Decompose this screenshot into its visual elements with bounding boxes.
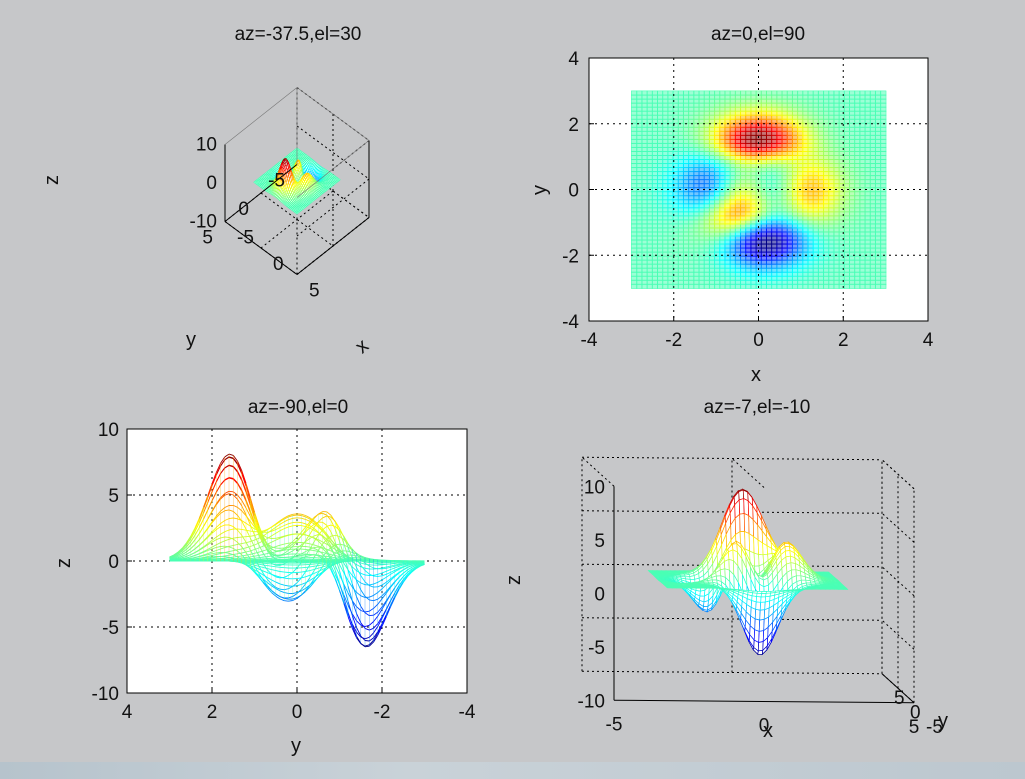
view1-x-axis-label: x: [351, 335, 373, 358]
view1-box-edge: [296, 217, 370, 275]
view2-mesh-cell: [848, 90, 856, 96]
view1-z-tick-label: 0: [206, 173, 217, 194]
view1-x-tick-label: 0: [273, 254, 284, 275]
view2-mesh-cell: [693, 90, 700, 96]
view2-mesh-cell: [708, 90, 716, 96]
view2-x-tick-label: 0: [753, 330, 764, 351]
view3-mesh-line: [305, 566, 310, 568]
view2-mesh-cell: [657, 90, 664, 96]
view2-mesh-cell: [677, 90, 684, 96]
view2-mesh-cell: [771, 90, 778, 96]
view2-mesh-cell: [734, 90, 742, 96]
view2-mesh-cell: [740, 90, 747, 96]
view2-mesh-cell: [651, 90, 659, 96]
view2-mesh-cell: [781, 90, 788, 96]
view3-mesh-line: [377, 575, 383, 577]
view2-mesh-cell: [636, 90, 643, 96]
view2-mesh-cell: [641, 90, 648, 96]
view3-mesh-line: [373, 558, 378, 561]
view2-x-axis-label: x: [751, 364, 761, 386]
view3-mesh-line: [275, 566, 281, 568]
view2-mesh-cell: [765, 90, 773, 96]
view2-mesh-cell: [807, 90, 814, 96]
view2-x-tick-label: 2: [838, 330, 849, 351]
view2-mesh-cell: [797, 90, 804, 96]
view1-y-tick-label: 0: [238, 199, 249, 220]
view2-mesh-cell: [786, 90, 793, 96]
view1-title: az=-37.5,el=30: [235, 24, 362, 45]
view1-mesh-face: [337, 178, 341, 182]
view3-mesh-line: [279, 576, 285, 579]
view2-mesh-cell: [812, 90, 819, 96]
view2-mesh-cell: [776, 90, 783, 96]
view2-mesh-cell: [869, 90, 876, 96]
view2-y-tick-label: -4: [562, 312, 579, 333]
view2-mesh-cell: [667, 90, 674, 96]
view3-mesh-line: [271, 565, 276, 568]
subplot-az0-el90: -4 -2 0 2 4 -4 -2 0 2 4 az=0,el=90 x y: [529, 24, 934, 386]
view2-mesh-cell: [729, 90, 736, 96]
view1-x-tick-label: 5: [309, 281, 320, 302]
view1-y-axis-label: y: [186, 329, 196, 351]
view2-mesh-cell: [828, 90, 835, 96]
view3-mesh-line: [284, 577, 289, 580]
view2-mesh-cell: [833, 90, 840, 96]
view2-mesh-cell: [874, 90, 882, 96]
view2-mesh-cell: [791, 90, 799, 96]
view2-x-tick-label: -4: [581, 330, 598, 351]
view2-y-tick-label: 4: [568, 49, 579, 70]
view1-box-edge: [224, 87, 298, 145]
view3-mesh-line: [381, 567, 387, 570]
view2-mesh-cell: [760, 90, 767, 96]
view3-mesh-line: [267, 565, 272, 567]
view1-y-tick-label: 5: [202, 228, 213, 249]
view2-mesh-cell: [698, 90, 705, 96]
view1-x-tick-label: -5: [237, 228, 254, 249]
view3-mesh-line: [207, 556, 213, 558]
view3-mesh-line: [309, 565, 315, 568]
view1-box-edge: [224, 221, 298, 275]
view2-mesh-cell: [817, 90, 825, 96]
view2-mesh-cell: [802, 90, 809, 96]
view1-y-tick-label: -5: [268, 171, 285, 192]
view2-mesh-cell: [854, 90, 861, 96]
view2-y-tick-label: 0: [568, 181, 579, 202]
view2-mesh-cell: [646, 90, 653, 96]
view2-mesh-cell: [719, 90, 726, 96]
view2-mesh-cell: [703, 90, 710, 96]
view3-mesh-line: [284, 600, 289, 602]
view1-z-tick-label: 10: [196, 135, 217, 156]
view3-mesh-line: [279, 588, 285, 591]
view1-z-axis-label: z: [41, 175, 63, 185]
view2-mesh-cell: [823, 90, 830, 96]
view2-mesh-cell: [688, 90, 695, 96]
view2-mesh-cell: [714, 90, 721, 96]
view2-mesh-cell: [880, 90, 887, 96]
view2-y-axis-label: y: [529, 185, 551, 195]
view2-y-tick-label: 2: [568, 115, 579, 136]
view2-mesh-cell: [662, 90, 669, 96]
view2-mesh-cell: [859, 90, 866, 96]
view1-gridline-zy1: [296, 178, 370, 237]
view1-box-edge: [296, 87, 370, 141]
view2-title: az=0,el=90: [711, 24, 805, 45]
view3-mesh-line: [279, 571, 285, 573]
view2-mesh-cell: [750, 90, 757, 96]
view2-x-tick-label: 4: [923, 330, 934, 351]
view2-mesh-cell: [745, 90, 752, 96]
view2-x-tick-label: -2: [665, 330, 682, 351]
view2-mesh-cell: [682, 90, 690, 96]
view2-mesh-cell: [864, 90, 871, 96]
view2-mesh-cell: [631, 90, 638, 96]
view2-mesh-cell: [843, 90, 850, 96]
view2-y-tick-label: -2: [562, 246, 579, 267]
view2-mesh-cell: [724, 90, 731, 96]
